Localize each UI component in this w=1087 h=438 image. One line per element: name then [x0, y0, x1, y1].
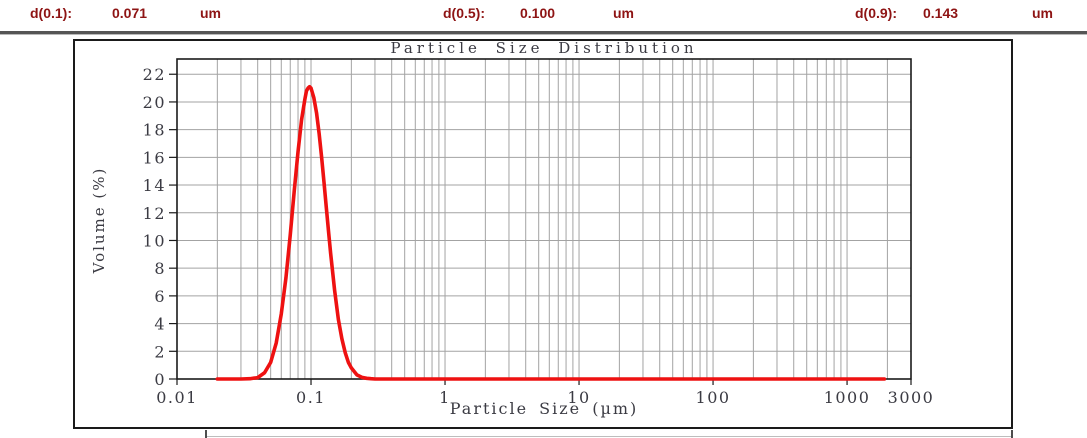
- x-tick-label: 1: [439, 388, 451, 407]
- chart-title: Particle Size Distribution: [390, 39, 698, 57]
- x-tick-label: 3000: [888, 388, 935, 407]
- d90-unit: um: [1032, 5, 1053, 21]
- plot-canvas: 0 2 4 6 8 10 12 14 16 18 20 22 0.01 0.1 1 10 100 1000 3000: [143, 58, 935, 407]
- y-tick-label: 16: [143, 148, 166, 167]
- y-tick-label: 14: [143, 176, 166, 195]
- plot-border: [176, 58, 912, 380]
- y-tick-label: 8: [154, 259, 166, 278]
- d10-value: 0.071: [112, 5, 148, 21]
- x-tick-label: 1000: [824, 388, 871, 407]
- y-tick-label: 22: [143, 65, 166, 84]
- y-tick-label: 0: [154, 370, 166, 389]
- cropped-section-corner-left: [205, 430, 207, 438]
- x-tick-label: 0.1: [296, 388, 326, 407]
- header-separator-line: [0, 31, 1087, 35]
- x-axis-title: Particle Size (µm): [449, 399, 639, 418]
- d50-value: 0.100: [520, 5, 556, 21]
- y-tick-label: 2: [154, 342, 166, 361]
- y-tick-label: 10: [143, 231, 166, 250]
- y-axis-title: Volume (%): [90, 166, 108, 274]
- d50-label: d(0.5):: [443, 5, 485, 21]
- x-tick-label: 0.01: [156, 388, 198, 407]
- d90-value: 0.143: [923, 5, 959, 21]
- distribution-curve: [215, 84, 887, 381]
- x-tick-label: 10: [567, 388, 590, 407]
- cropped-section-corner-right: [1011, 430, 1013, 438]
- y-tick-label: 12: [143, 204, 166, 223]
- x-tick-label: 100: [696, 388, 731, 407]
- chart-frame: 0 2 4 6 8 10 12 14 16 18 20 22 0.01 0.1 1 10 100 1000 3000…: [73, 39, 1013, 429]
- y-tick-label: 6: [154, 287, 166, 306]
- y-tick-label: 20: [143, 93, 166, 112]
- y-tick-label: 18: [143, 121, 166, 140]
- cropped-next-section-border: [205, 436, 1013, 437]
- y-tick-label: 4: [154, 315, 166, 334]
- d10-unit: um: [200, 5, 221, 21]
- d10-label: d(0.1):: [30, 5, 72, 21]
- d90-label: d(0.9):: [855, 5, 897, 21]
- d50-unit: um: [613, 5, 634, 21]
